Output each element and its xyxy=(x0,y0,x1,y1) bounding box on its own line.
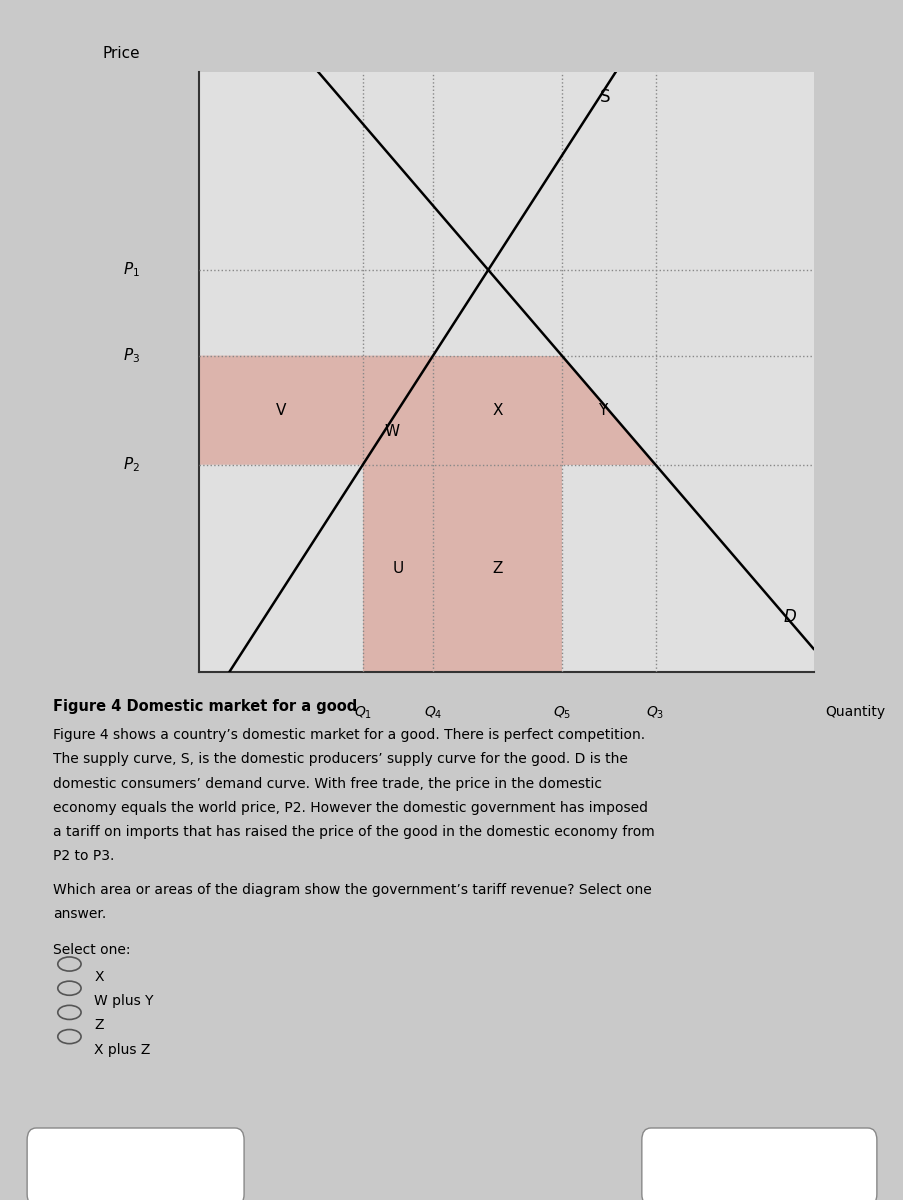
Text: $P_2$: $P_2$ xyxy=(124,455,140,474)
Text: W plus Y: W plus Y xyxy=(94,995,154,1008)
Text: answer.: answer. xyxy=(52,907,106,922)
Text: Z: Z xyxy=(94,1019,104,1032)
Text: $Q_5$: $Q_5$ xyxy=(552,704,571,721)
Text: U: U xyxy=(392,560,403,576)
Text: Select one:: Select one: xyxy=(52,943,130,958)
Text: S: S xyxy=(600,89,610,107)
Text: Quantity: Quantity xyxy=(824,704,884,719)
Text: The supply curve, S, is the domestic producers’ supply curve for the good. D is : The supply curve, S, is the domestic pro… xyxy=(52,752,627,767)
Polygon shape xyxy=(433,464,562,672)
Polygon shape xyxy=(562,355,655,464)
Polygon shape xyxy=(362,464,433,672)
Text: ‹ Previous page: ‹ Previous page xyxy=(81,1160,190,1174)
Text: $Q_1$: $Q_1$ xyxy=(353,704,371,721)
Text: X: X xyxy=(491,403,502,418)
Text: a tariff on imports that has raised the price of the good in the domestic econom: a tariff on imports that has raised the … xyxy=(52,824,654,839)
Text: $Q_4$: $Q_4$ xyxy=(424,704,442,721)
Text: X plus Z: X plus Z xyxy=(94,1043,151,1057)
Text: Which area or areas of the diagram show the government’s tariff revenue? Select : Which area or areas of the diagram show … xyxy=(52,883,651,896)
Text: $P_3$: $P_3$ xyxy=(123,347,140,365)
Text: $P_1$: $P_1$ xyxy=(124,260,140,280)
Text: domestic consumers’ demand curve. With free trade, the price in the domestic: domestic consumers’ demand curve. With f… xyxy=(52,776,601,791)
Text: X: X xyxy=(94,970,104,984)
Polygon shape xyxy=(362,355,433,464)
Text: D: D xyxy=(783,608,796,626)
Text: Next page ›: Next page › xyxy=(718,1160,799,1174)
Polygon shape xyxy=(433,355,562,464)
Text: P2 to P3.: P2 to P3. xyxy=(52,850,114,863)
Text: Figure 4 Domestic market for a good: Figure 4 Domestic market for a good xyxy=(52,700,357,714)
Text: economy equals the world price, P2. However the domestic government has imposed: economy equals the world price, P2. Howe… xyxy=(52,800,647,815)
Text: Price: Price xyxy=(103,46,140,61)
Polygon shape xyxy=(199,355,433,464)
Text: W: W xyxy=(384,425,399,439)
Text: Y: Y xyxy=(598,403,607,418)
Text: $Q_3$: $Q_3$ xyxy=(646,704,664,721)
Text: V: V xyxy=(275,403,285,418)
Text: Figure 4 shows a country’s domestic market for a good. There is perfect competit: Figure 4 shows a country’s domestic mark… xyxy=(52,728,644,742)
Text: Z: Z xyxy=(492,560,502,576)
